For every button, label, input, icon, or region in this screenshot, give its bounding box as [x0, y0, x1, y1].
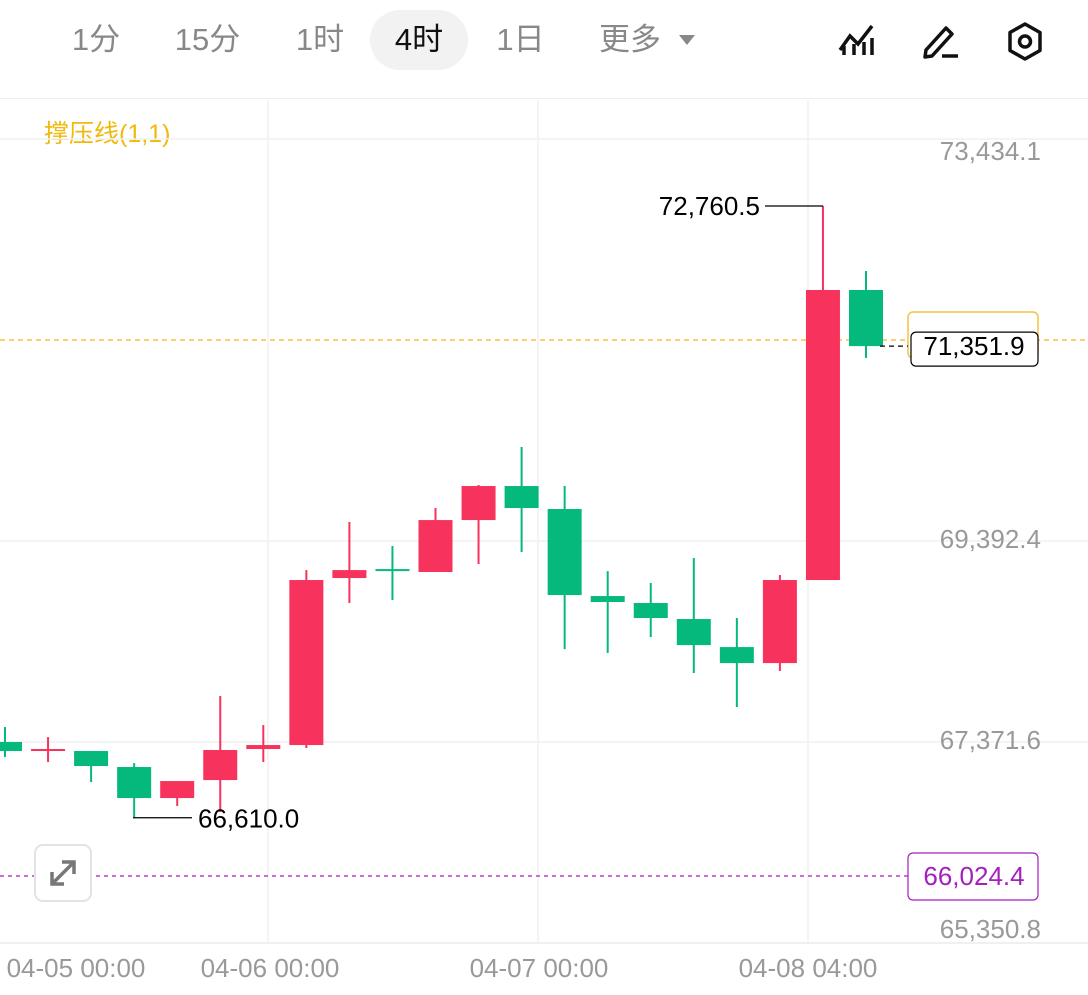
- candle-body: [289, 580, 324, 746]
- price-label: 71,351.9: [923, 331, 1024, 361]
- candle-body: [31, 749, 66, 752]
- candle-body: [805, 289, 840, 581]
- x-tick-label: 04-07 00:00: [470, 953, 609, 983]
- annotation-label: 66,610.0: [198, 804, 299, 834]
- annotation-label: 72,760.5: [659, 191, 760, 221]
- y-tick-label: 67,371.6: [940, 725, 1041, 755]
- y-tick-label: 73,434.1: [940, 136, 1041, 166]
- candle-body: [461, 486, 496, 521]
- tab[interactable]: 1分: [71, 22, 121, 57]
- interval-tabs: 1分 15分 1时 4时 1日 更多: [0, 0, 1088, 99]
- candle-body: [74, 751, 109, 767]
- candle-body: [590, 596, 625, 603]
- tab[interactable]: 更多: [599, 22, 661, 57]
- dropdown-arrow[interactable]: [678, 33, 696, 47]
- indicator-icon[interactable]: [836, 22, 876, 58]
- tab[interactable]: 1时: [295, 22, 345, 57]
- candle-body: [203, 750, 238, 781]
- candle-body: [246, 745, 281, 750]
- candle-body: [117, 767, 152, 799]
- candle-body: [332, 570, 367, 579]
- candle-body: [504, 486, 539, 509]
- candle-body: [0, 742, 22, 752]
- candle-body: [676, 619, 711, 646]
- indicator-label: 撑压线(1,1): [44, 120, 171, 148]
- y-tick-label: 65,350.8: [940, 914, 1041, 944]
- candle-body: [375, 569, 410, 572]
- price-label-box: [910, 331, 1039, 367]
- x-tick-label: 04-06 00:00: [201, 953, 340, 983]
- candle-body: [849, 289, 883, 347]
- price-label-box: [907, 852, 1039, 901]
- tab[interactable]: 4时: [370, 10, 468, 70]
- candle-body: [547, 509, 582, 596]
- candle-body: [633, 603, 668, 619]
- tab[interactable]: 1日: [496, 22, 545, 57]
- settings-icon[interactable]: [1005, 21, 1045, 63]
- draw-icon[interactable]: [920, 20, 962, 60]
- y-tick-label: 69,392.4: [940, 524, 1041, 554]
- x-tick-label: 04-08 04:00: [739, 953, 878, 983]
- price-label: 66,024.4: [923, 861, 1024, 891]
- candle-body: [762, 580, 797, 664]
- tab[interactable]: 15分: [174, 22, 241, 57]
- candle-body: [160, 781, 195, 799]
- x-tick-label: 04-05 00:00: [7, 953, 146, 983]
- candle-body: [719, 647, 754, 664]
- candle-body: [418, 520, 453, 572]
- expand-button[interactable]: [34, 844, 92, 902]
